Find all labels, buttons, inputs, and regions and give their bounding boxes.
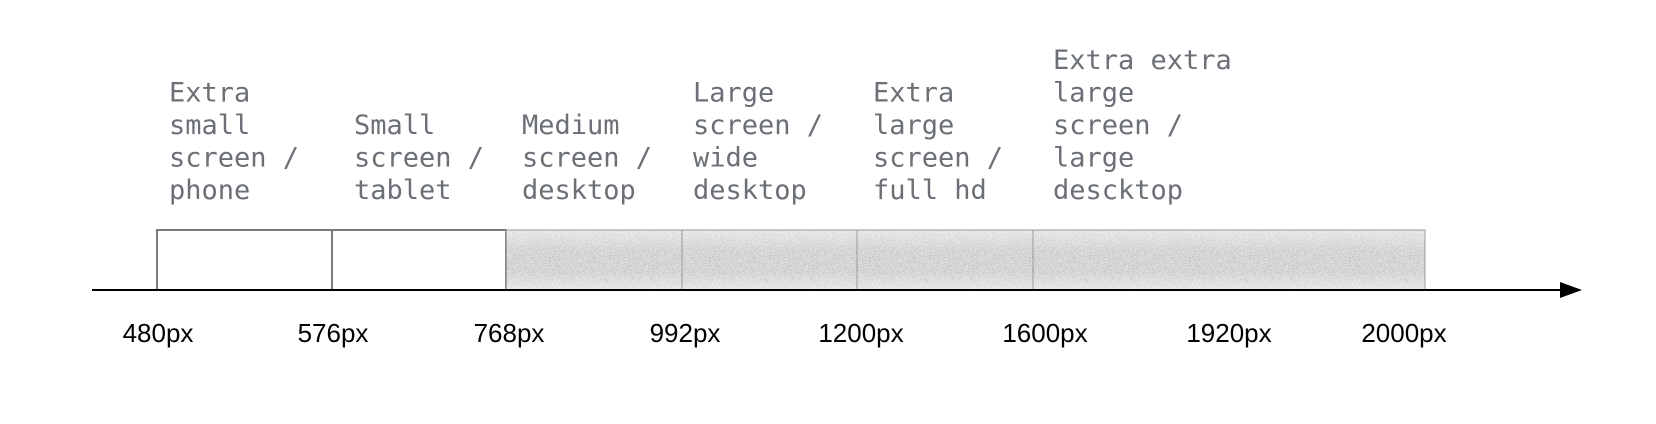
breakpoint-label: 1920px (1186, 318, 1271, 348)
segment-fill (1032, 229, 1426, 291)
breakpoint-label: 768px (474, 318, 545, 348)
breakpoint-label: 480px (123, 318, 194, 348)
segment-label: Extra large screen / full hd (873, 78, 1003, 207)
arrow-right-icon (1560, 282, 1582, 298)
segment-label-line: Small (354, 110, 435, 141)
breakpoint-tick-labels: 480px 576px 768px 992px 1200px 1600px 1920px 20… (123, 318, 1447, 348)
segment-shade (857, 230, 1033, 290)
segment-label-line: screen / (522, 143, 652, 174)
segment-fill (505, 229, 683, 291)
segment-shade (682, 230, 857, 290)
breakpoint-label: 1200px (818, 318, 903, 348)
segment-label-line: screen / (169, 143, 299, 174)
segment-label: Extra extra large screen / large descktop (1053, 45, 1232, 206)
segment-label-line: large (873, 110, 954, 141)
segment-label-line: screen / (693, 110, 823, 141)
segment-label-line: screen / (873, 143, 1003, 174)
segment-label-line: Large (693, 78, 774, 109)
axis (92, 282, 1582, 298)
segment-label-line: tablet (354, 175, 452, 206)
segment-label: Medium screen / desktop (522, 110, 652, 206)
segment-fill (681, 229, 858, 291)
segment-label-line: large (1053, 78, 1134, 109)
segment-label: Large screen / wide desktop (693, 78, 823, 207)
segment-label-line: full hd (873, 175, 987, 206)
breakpoint-label: 1600px (1002, 318, 1087, 348)
segment-label-line: screen / (354, 143, 484, 174)
breakpoint-label: 992px (650, 318, 721, 348)
segment-label-line: descktop (1053, 175, 1183, 206)
breakpoint-bar (156, 229, 1426, 291)
breakpoint-label: 576px (298, 318, 369, 348)
segment-fill (856, 229, 1034, 291)
segment-label-line: phone (169, 175, 250, 206)
segment-label-line: Extra (169, 78, 250, 109)
segment-label-line: large (1053, 143, 1134, 174)
segment-label-line: desktop (522, 175, 636, 206)
segment-label-line: Extra extra (1053, 45, 1232, 76)
segment-box (331, 229, 507, 291)
segment-label: Small screen / tablet (354, 110, 484, 206)
segment-label-line: Medium (522, 110, 620, 141)
segment-label-line: wide (693, 143, 758, 174)
segment-label-line: desktop (693, 175, 807, 206)
segment-box (156, 229, 333, 291)
breakpoint-label: 2000px (1361, 318, 1446, 348)
segment-label-line: screen / (1053, 110, 1183, 141)
segment-shade (1033, 230, 1425, 290)
segment-label-line: Extra (873, 78, 954, 109)
segment-label: Extra small screen / phone (169, 78, 299, 207)
segment-shade (506, 230, 682, 290)
segment-label-line: small (169, 110, 250, 141)
